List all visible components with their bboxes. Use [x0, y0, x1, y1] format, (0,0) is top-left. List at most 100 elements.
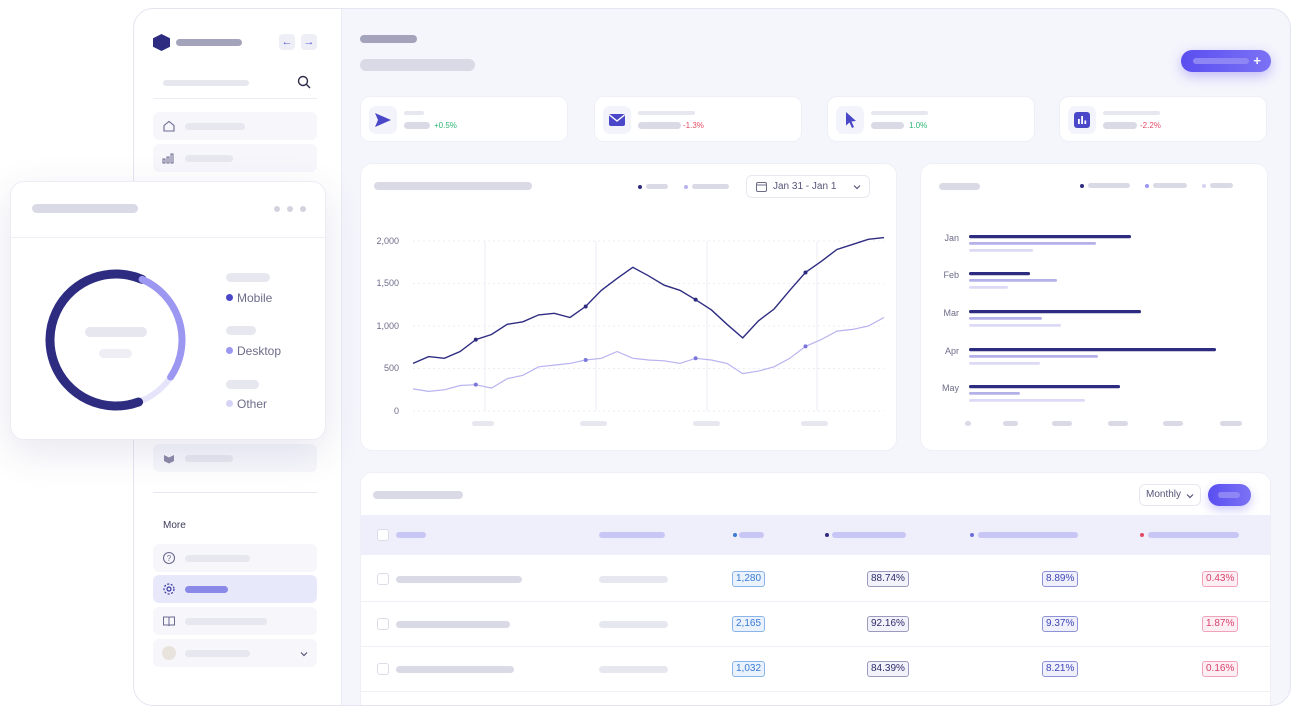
y-tick-label: 2,000 — [376, 236, 399, 246]
date-range-select[interactable]: Jan 31 - Jan 1 — [746, 175, 870, 198]
x-tick-label — [1163, 421, 1183, 426]
line-chart-title — [374, 182, 532, 190]
bar-apr-1 — [969, 348, 1216, 352]
column-header[interactable] — [599, 532, 665, 538]
bar-may-2 — [969, 392, 1020, 395]
x-tick-label — [965, 421, 971, 426]
column-header[interactable] — [978, 532, 1078, 538]
breadcrumb — [360, 35, 417, 43]
series-line-1 — [412, 236, 885, 365]
data-point — [803, 344, 808, 349]
search-bar[interactable] — [153, 69, 317, 99]
period-select[interactable]: Monthly — [1139, 484, 1201, 506]
back-arrow-icon[interactable]: ← — [279, 34, 295, 50]
bar-may-3 — [969, 399, 1085, 402]
row-name — [396, 576, 522, 583]
send-icon-wrap — [369, 106, 397, 134]
bar-jan-3 — [969, 249, 1033, 252]
x-tick-label — [1220, 421, 1242, 426]
search-input[interactable] — [163, 80, 249, 86]
sidebar-item-label — [185, 155, 233, 162]
search-icon[interactable] — [297, 75, 311, 89]
data-point — [583, 358, 588, 362]
forward-arrow-icon[interactable]: → — [301, 34, 317, 50]
y-tick-label: 1,500 — [376, 278, 399, 288]
stat-delta: 1.0% — [909, 121, 928, 130]
stat-value — [638, 122, 681, 129]
sidebar-item-label — [185, 618, 267, 625]
legend-other: Other — [226, 397, 267, 411]
sidebar-item-label — [185, 455, 233, 462]
percent-badge: 9.37% — [1042, 616, 1079, 632]
bar-chart-plot — [969, 235, 1216, 402]
legend-dot — [226, 294, 233, 301]
home-icon — [163, 120, 175, 132]
count-badge: 1,280 — [732, 571, 766, 587]
legend-dot-secondary — [684, 185, 688, 189]
select-all-checkbox[interactable] — [377, 529, 389, 541]
bar-mar-1 — [969, 310, 1141, 314]
bar-jan-2 — [969, 242, 1096, 245]
stat-card-clicks: 1.0% — [827, 96, 1035, 142]
percent-badge: 88.74% — [867, 571, 909, 587]
data-point — [583, 304, 588, 309]
bar-chart-title — [939, 183, 980, 190]
row-checkbox[interactable] — [377, 663, 389, 675]
stat-value — [871, 122, 904, 129]
bar-feb-2 — [969, 279, 1057, 282]
percent-badge: 0.16% — [1202, 661, 1239, 677]
stat-card-reports: -2.2% — [1059, 96, 1267, 142]
sidebar-item-settings[interactable] — [153, 575, 317, 603]
data-point — [803, 270, 808, 275]
sidebar-item-home[interactable] — [153, 112, 317, 140]
count-badge: 1,032 — [732, 661, 766, 677]
user-profile-menu[interactable] — [153, 639, 317, 667]
column-header[interactable] — [1148, 532, 1239, 538]
percent-badge: 92.16% — [867, 616, 909, 632]
column-header[interactable] — [739, 532, 764, 538]
sidebar-section-more: More — [163, 520, 186, 531]
data-point — [693, 297, 698, 302]
column-dot — [825, 533, 829, 537]
x-tick-label — [1003, 421, 1018, 426]
row-checkbox[interactable] — [377, 618, 389, 630]
sidebar-item-products[interactable] — [153, 444, 317, 472]
column-dot — [733, 533, 737, 537]
table-row[interactable]: 1,280 88.74% 8.89% 0.43% — [361, 557, 1270, 602]
table-action-button[interactable] — [1208, 484, 1251, 506]
x-tick-label — [1108, 421, 1128, 426]
device-breakdown-card: Mobile Desktop Other — [10, 181, 326, 440]
box-icon — [164, 455, 174, 464]
percent-badge: 84.39% — [867, 661, 909, 677]
chevron-down-icon[interactable] — [300, 650, 308, 658]
sidebar-item-label — [185, 586, 228, 593]
row-checkbox[interactable] — [377, 573, 389, 585]
app-window: ← → More ? — [133, 8, 1291, 706]
plus-icon: + — [1253, 53, 1261, 68]
data-point — [473, 337, 478, 342]
donut-center-value — [85, 327, 147, 337]
donut-chart — [45, 269, 187, 411]
legend-label: Desktop — [237, 344, 282, 358]
x-tick-label — [1052, 421, 1072, 426]
stat-delta: +0.5% — [434, 121, 457, 130]
sidebar-item-help[interactable]: ? — [153, 544, 317, 572]
x-tick-label — [580, 421, 607, 426]
bar-category-label: Jan — [944, 233, 959, 243]
sidebar-item-docs[interactable] — [153, 607, 317, 635]
sidebar-item-analytics[interactable] — [153, 144, 317, 172]
y-tick-label: 500 — [383, 363, 399, 373]
column-header[interactable] — [832, 532, 906, 538]
sidebar-item-label — [185, 123, 245, 130]
cursor-icon-wrap — [836, 106, 864, 134]
donut-segment-mobile — [45, 269, 187, 411]
column-header[interactable] — [396, 532, 426, 538]
stat-label — [871, 111, 928, 115]
table-row[interactable]: 2,165 92.16% 9.37% 1.87% — [361, 602, 1270, 647]
percent-badge: 8.89% — [1042, 571, 1079, 587]
legend-label-primary — [646, 184, 668, 189]
data-table-card: Monthly 1,280 88.74% 8.89% 0.43% — [360, 472, 1271, 705]
table-row[interactable]: 1,032 84.39% 8.21% 0.16% — [361, 647, 1270, 692]
bar-chart-icon — [1074, 112, 1090, 128]
add-button[interactable]: + — [1181, 50, 1271, 72]
